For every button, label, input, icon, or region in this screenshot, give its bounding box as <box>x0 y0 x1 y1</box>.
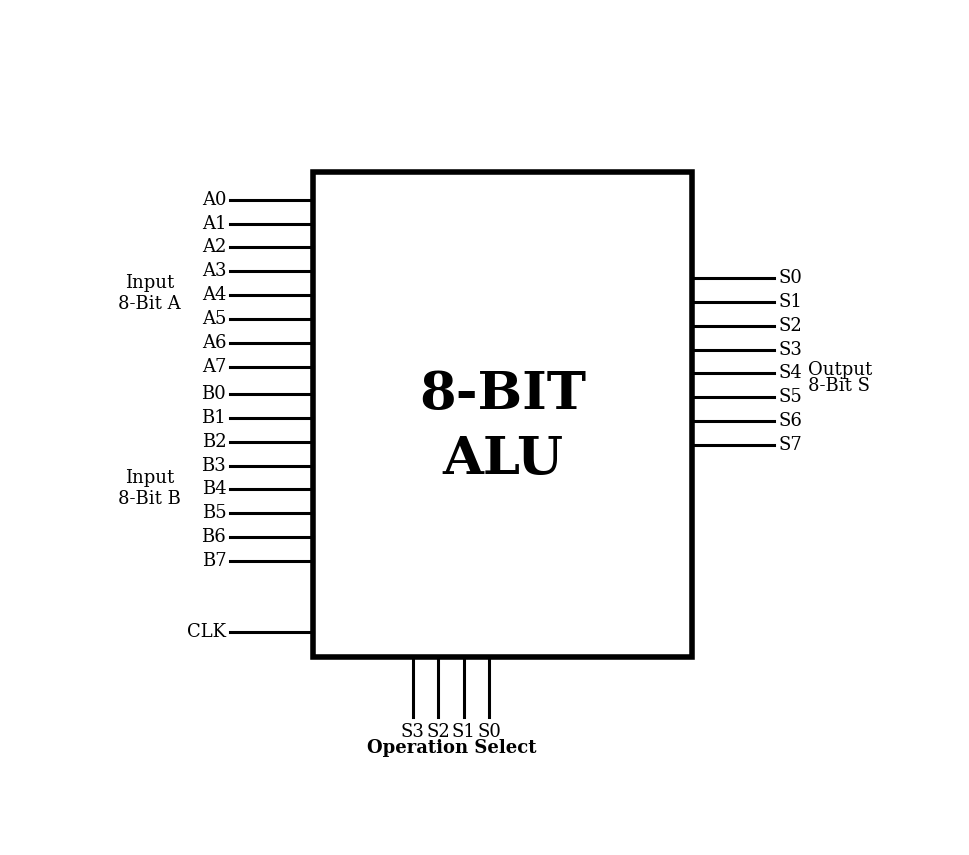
Text: S3: S3 <box>400 723 424 741</box>
Text: A7: A7 <box>202 357 226 375</box>
Text: ALU: ALU <box>442 434 563 486</box>
FancyBboxPatch shape <box>313 172 692 657</box>
Text: S2: S2 <box>426 723 450 741</box>
Text: B5: B5 <box>202 504 226 522</box>
Text: A0: A0 <box>202 191 226 209</box>
Text: 8-Bit S: 8-Bit S <box>808 377 870 395</box>
Text: A5: A5 <box>202 310 226 328</box>
Text: B1: B1 <box>202 409 226 427</box>
Text: B7: B7 <box>202 552 226 570</box>
Text: A2: A2 <box>202 239 226 256</box>
Text: S3: S3 <box>778 340 802 358</box>
Text: A4: A4 <box>202 286 226 304</box>
Text: S0: S0 <box>477 723 501 741</box>
Text: B0: B0 <box>202 385 226 404</box>
Text: S1: S1 <box>452 723 476 741</box>
Text: A1: A1 <box>202 215 226 233</box>
Text: S1: S1 <box>778 293 802 311</box>
Text: A6: A6 <box>202 333 226 351</box>
Text: S6: S6 <box>778 412 802 430</box>
Text: S2: S2 <box>778 317 802 335</box>
Text: Output: Output <box>808 362 872 380</box>
Text: B6: B6 <box>202 528 226 546</box>
Text: Operation Select: Operation Select <box>367 739 536 757</box>
Text: Input
8-Bit A: Input 8-Bit A <box>118 274 181 313</box>
Text: S7: S7 <box>778 436 802 454</box>
Text: B4: B4 <box>202 481 226 498</box>
Text: CLK: CLK <box>187 623 226 641</box>
Text: S4: S4 <box>778 364 802 382</box>
Text: B2: B2 <box>202 433 226 451</box>
Text: 8-BIT: 8-BIT <box>420 369 586 420</box>
Text: Input
8-Bit B: Input 8-Bit B <box>118 469 181 508</box>
Text: S0: S0 <box>778 269 802 287</box>
Text: B3: B3 <box>202 457 226 475</box>
Text: A3: A3 <box>202 262 226 280</box>
Text: S5: S5 <box>778 388 802 406</box>
